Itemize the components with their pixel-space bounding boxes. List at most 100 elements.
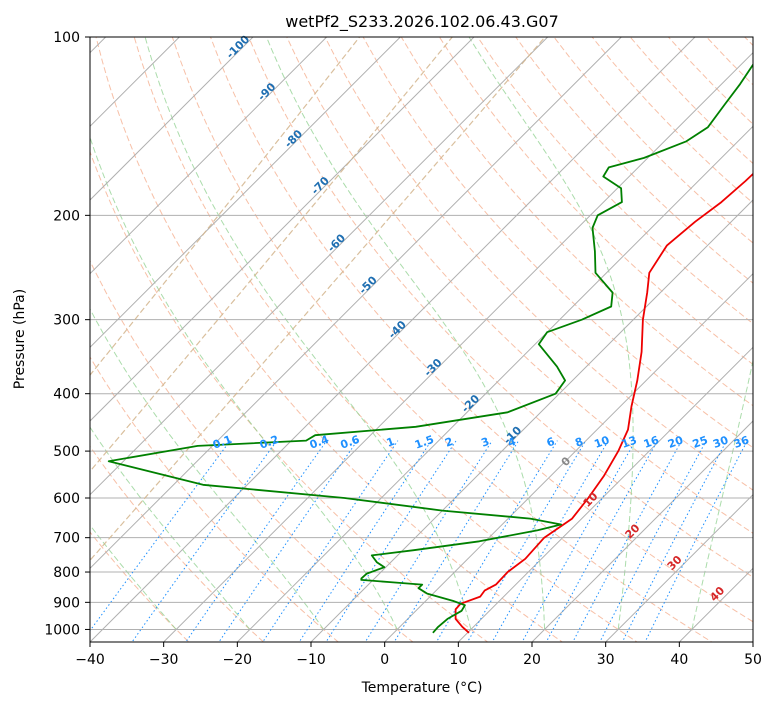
- isotherm-line: [605, 493, 753, 642]
- y-tick-label: 400: [53, 387, 80, 403]
- dry-adiabat-line: [90, 259, 414, 642]
- saturation-line: [90, 37, 361, 377]
- isotherm-label: -60: [325, 231, 348, 254]
- mixing-ratio-line: [599, 440, 707, 642]
- zero-isotherm-label: 0: [559, 454, 574, 469]
- moist-adiabat-line: [90, 426, 251, 630]
- mixing-ratio-label: 1.5: [413, 433, 436, 452]
- isotherm-line: [90, 37, 254, 201]
- isotherm-line: [90, 37, 328, 275]
- x-tick-label: 50: [744, 652, 762, 668]
- dry-adiabat-line: [668, 37, 753, 125]
- mixing-ratio-label: 2: [443, 435, 455, 450]
- dry-adiabat-line: [95, 37, 564, 642]
- temperature-line: [454, 172, 753, 634]
- moist-adiabat-line: [90, 308, 324, 630]
- x-axis-label: Temperature (°C): [361, 680, 483, 696]
- x-tick-label: −40: [75, 652, 105, 668]
- dry-adiabat-line: [90, 531, 190, 642]
- isotherm-line: [531, 420, 753, 642]
- isopleth-labels: -100-90-80-70-60-50-40-30-20-100.1 0.2 0.4…: [211, 33, 751, 605]
- dry-adiabat-line: [553, 37, 753, 244]
- mixing-ratio-line: [621, 440, 728, 642]
- dry-adiabat-line: [324, 37, 753, 491]
- mixing-ratio-label: 10: [592, 433, 611, 451]
- dewpoint-line: [107, 63, 753, 634]
- x-tick-label: 0: [380, 652, 389, 668]
- isotherm-line: [90, 37, 622, 570]
- isotherm-line: [163, 51, 753, 642]
- moist-adiabat-line: [265, 37, 546, 630]
- sounding-series: [107, 63, 753, 634]
- isotherm-line: [457, 346, 753, 642]
- y-tick-label: 300: [53, 313, 80, 329]
- isotherm-label: -40: [386, 318, 409, 341]
- isotherm-line: [90, 37, 401, 349]
- mixing-ratio-line: [644, 440, 748, 642]
- saturation-curves: [90, 37, 546, 562]
- mixing-ratio-label: 30: [711, 433, 730, 451]
- y-tick-label: 600: [53, 491, 80, 507]
- mixing-ratio-label: 36: [732, 433, 751, 451]
- mixing-ratio-line: [325, 440, 457, 642]
- dry-adiabat-line: [90, 445, 265, 642]
- isotherm-line: [384, 272, 753, 642]
- y-tick-label: 1000: [44, 622, 80, 638]
- mixing-ratio-label: 4: [506, 435, 518, 450]
- y-tick-label: 900: [53, 595, 80, 611]
- y-tick-label: 200: [53, 208, 80, 224]
- moist-adiabat-line: [90, 524, 177, 630]
- x-tick-label: −10: [296, 652, 326, 668]
- positive-isotherm-label: 30: [665, 553, 685, 573]
- chart-title: wetPf2_S233.2026.102.06.43.G07: [285, 12, 559, 32]
- x-tick-label: 40: [670, 652, 688, 668]
- mixing-ratio-label: 3: [479, 435, 491, 450]
- mixing-ratio-line: [262, 440, 399, 642]
- isotherm-line: [90, 37, 696, 642]
- mixing-ratio-line: [521, 440, 637, 642]
- mixing-ratio-label: 0.1: [211, 433, 234, 452]
- isotherm-label: -70: [309, 174, 332, 197]
- isotherm-line: [310, 199, 753, 642]
- dry-adiabats: [90, 37, 753, 642]
- mixing-ratio-label: 0.4: [308, 433, 331, 452]
- x-tick-label: −20: [223, 652, 253, 668]
- moist-adiabats: [90, 37, 753, 630]
- positive-isotherm-label: 20: [623, 521, 643, 541]
- isotherm-label: -80: [282, 127, 305, 150]
- mixing-ratio-line: [298, 440, 432, 642]
- mixing-ratio-label: 13: [620, 434, 639, 451]
- x-tick-label: 30: [597, 652, 615, 668]
- mixing-ratio-line: [572, 440, 683, 642]
- moist-adiabat-line: [468, 37, 634, 630]
- dry-adiabat-line: [362, 37, 753, 449]
- x-tick-label: −30: [149, 652, 179, 668]
- mixing-ratio-label: 0.2: [258, 433, 281, 452]
- y-tick-label: 100: [53, 30, 80, 46]
- mixing-ratio-label: 25: [691, 434, 710, 451]
- mixing-ratio-line: [364, 440, 493, 642]
- y-tick-label: 500: [53, 444, 80, 460]
- isotherm-label: -30: [421, 356, 444, 379]
- x-axis-ticks: −40 −30 −20 −10 0 10 20 30 40 50: [75, 642, 762, 668]
- moist-adiabat-line: [691, 358, 753, 630]
- dry-adiabat-line: [90, 150, 489, 642]
- dry-adiabat-line: [90, 356, 339, 642]
- pressure-grid: [90, 37, 753, 630]
- mixing-ratio-line: [545, 440, 659, 642]
- dry-adiabat-line: [248, 37, 753, 578]
- mixing-ratio-label: 6: [545, 435, 557, 450]
- plot-frame: [89, 36, 754, 643]
- mixing-ratio-line: [435, 440, 558, 642]
- y-tick-label: 800: [53, 565, 80, 581]
- isotherm-line: [678, 567, 753, 642]
- mixing-ratio-line: [218, 440, 358, 642]
- mixing-ratio-label: 16: [642, 433, 661, 451]
- positive-isotherm-label: 40: [707, 584, 727, 604]
- isotherm-line: [236, 125, 753, 642]
- dry-adiabat-line: [706, 37, 753, 86]
- moist-adiabat-line: [90, 135, 398, 630]
- dry-adiabat-line: [515, 37, 753, 284]
- isotherm-line: [752, 641, 753, 642]
